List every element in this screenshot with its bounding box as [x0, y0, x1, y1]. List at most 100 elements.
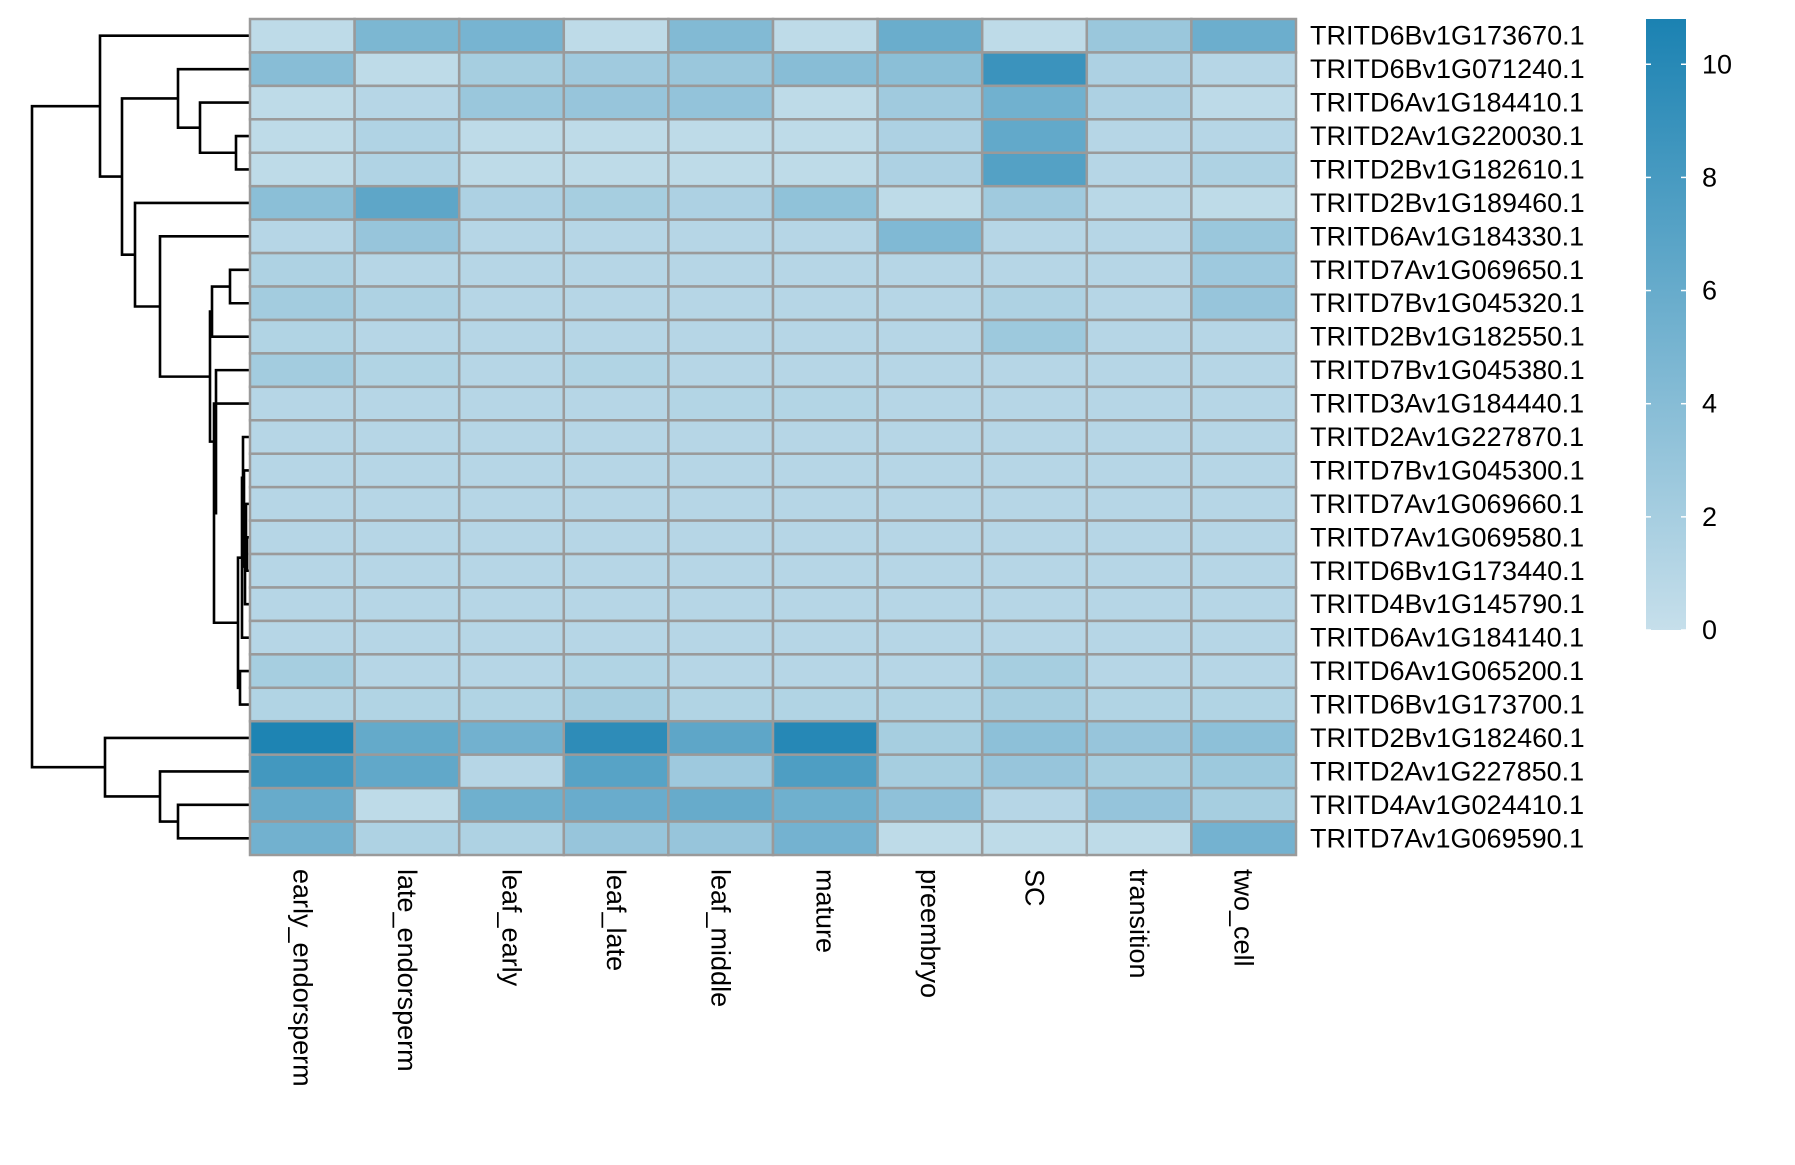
heatmap-cell — [562, 318, 670, 355]
heatmap-cell — [876, 251, 984, 288]
heatmap-cell — [457, 686, 566, 723]
heatmap-cell — [1190, 419, 1298, 455]
heatmap-cell — [248, 619, 356, 656]
row-label: TRITD6Bv1G071240.1 — [1310, 54, 1585, 84]
heatmap-cell — [457, 419, 566, 455]
heatmap-cell — [1190, 719, 1298, 756]
heatmap-cell — [876, 686, 984, 723]
column-label: preembryo — [915, 869, 945, 998]
heatmap-cell — [667, 753, 775, 790]
heatmap-cell — [980, 318, 1089, 355]
row-label: TRITD7Av1G069580.1 — [1310, 522, 1584, 552]
heatmap-cell — [980, 118, 1089, 155]
heatmap-cell — [667, 51, 775, 88]
row-label: TRITD4Bv1G145790.1 — [1310, 589, 1585, 619]
heatmap-cell — [562, 753, 670, 790]
heatmap-cell — [771, 686, 879, 723]
heatmap-cell — [248, 184, 356, 221]
row-label: TRITD2Bv1G182550.1 — [1310, 322, 1585, 352]
heatmap-cell — [562, 686, 670, 723]
heatmap-cell — [562, 17, 670, 54]
heatmap-cell — [876, 285, 984, 322]
heatmap-cell — [771, 385, 879, 422]
heatmap-cell — [353, 285, 461, 322]
heatmap-cell — [353, 151, 461, 188]
heatmap-cell — [667, 84, 775, 121]
heatmap-cell — [562, 786, 670, 823]
heatmap-cell — [980, 84, 1089, 121]
heatmap-cell — [1190, 385, 1298, 422]
heatmap-cell — [353, 251, 461, 288]
heatmap-cell — [1190, 753, 1298, 790]
row-label: TRITD6Bv1G173670.1 — [1310, 21, 1585, 51]
column-labels: early_endorsperm late_endorsperm leaf_earl… — [287, 869, 1258, 1087]
column-label: leaf_late — [601, 869, 631, 971]
heatmap-cell — [771, 318, 879, 355]
row-label: TRITD4Av1G024410.1 — [1310, 790, 1584, 820]
heatmap-cell — [248, 653, 356, 690]
row-label: TRITD6Av1G065200.1 — [1310, 656, 1584, 686]
heatmap-cell — [1085, 719, 1193, 756]
heatmap-cell — [980, 285, 1089, 322]
heatmap-cell — [980, 753, 1089, 790]
heatmap-cell — [876, 352, 984, 389]
heatmap-cell — [562, 452, 670, 489]
heatmap-cell — [353, 218, 461, 255]
heatmap-cell — [876, 318, 984, 355]
legend-tick-label: 4 — [1702, 389, 1717, 419]
heatmap-cell — [248, 352, 356, 389]
heatmap-cell — [771, 151, 879, 188]
heatmap-cell — [980, 184, 1089, 221]
heatmap-cell — [562, 586, 670, 623]
heatmap-cell — [876, 118, 984, 155]
column-label: late_endorsperm — [392, 869, 422, 1072]
heatmap-cell — [667, 719, 775, 756]
heatmap-cell — [980, 719, 1089, 756]
heatmap-cell — [876, 719, 984, 756]
heatmap-cell — [771, 17, 879, 54]
heatmap-cell — [771, 719, 879, 756]
legend-tick-label: 2 — [1702, 502, 1717, 532]
row-label: TRITD2Bv1G182460.1 — [1310, 723, 1585, 753]
heatmap-cell — [876, 385, 984, 422]
dendrogram-branch — [176, 803, 250, 840]
heatmap-cell — [1085, 51, 1193, 88]
heatmap-cell — [1085, 318, 1193, 355]
heatmap-cell — [1190, 619, 1298, 656]
heatmap-cell — [353, 519, 461, 556]
heatmap-cell — [248, 51, 356, 88]
heatmap-cell — [248, 17, 356, 54]
heatmap-cell — [353, 753, 461, 790]
heatmap-cell — [876, 820, 984, 857]
heatmap-cell — [980, 686, 1089, 723]
heatmap-cell — [980, 452, 1089, 489]
color-legend: 0 2 4 6 8 10 — [1646, 19, 1732, 645]
heatmap-cell — [667, 385, 775, 422]
heatmap-cell — [1085, 485, 1193, 522]
dendrogram-branch — [234, 134, 250, 171]
row-label: TRITD7Av1G069650.1 — [1310, 255, 1584, 285]
heatmap-cell — [248, 84, 356, 121]
heatmap-cell — [457, 753, 566, 790]
row-label: TRITD7Bv1G045380.1 — [1310, 355, 1585, 385]
heatmap-cell — [667, 318, 775, 355]
heatmap-cell — [1190, 285, 1298, 322]
heatmap-cell — [667, 184, 775, 221]
heatmap-cell — [353, 17, 461, 54]
heatmap-cell — [1085, 653, 1193, 690]
heatmap-cell — [562, 820, 670, 857]
column-label: SC — [1020, 869, 1050, 907]
heatmap-cell — [1190, 84, 1298, 121]
dendrogram-branch — [238, 669, 250, 706]
heatmap-cell — [771, 485, 879, 522]
heatmap-cell — [876, 51, 984, 88]
heatmap-cell — [771, 653, 879, 690]
heatmap-cell — [1190, 51, 1298, 88]
heatmap-cell — [353, 419, 461, 455]
heatmap-cell — [1190, 786, 1298, 823]
heatmap-cell — [353, 452, 461, 489]
heatmap-cell — [980, 786, 1089, 823]
heatmap-cell — [667, 586, 775, 623]
heatmap-cell — [771, 218, 879, 255]
